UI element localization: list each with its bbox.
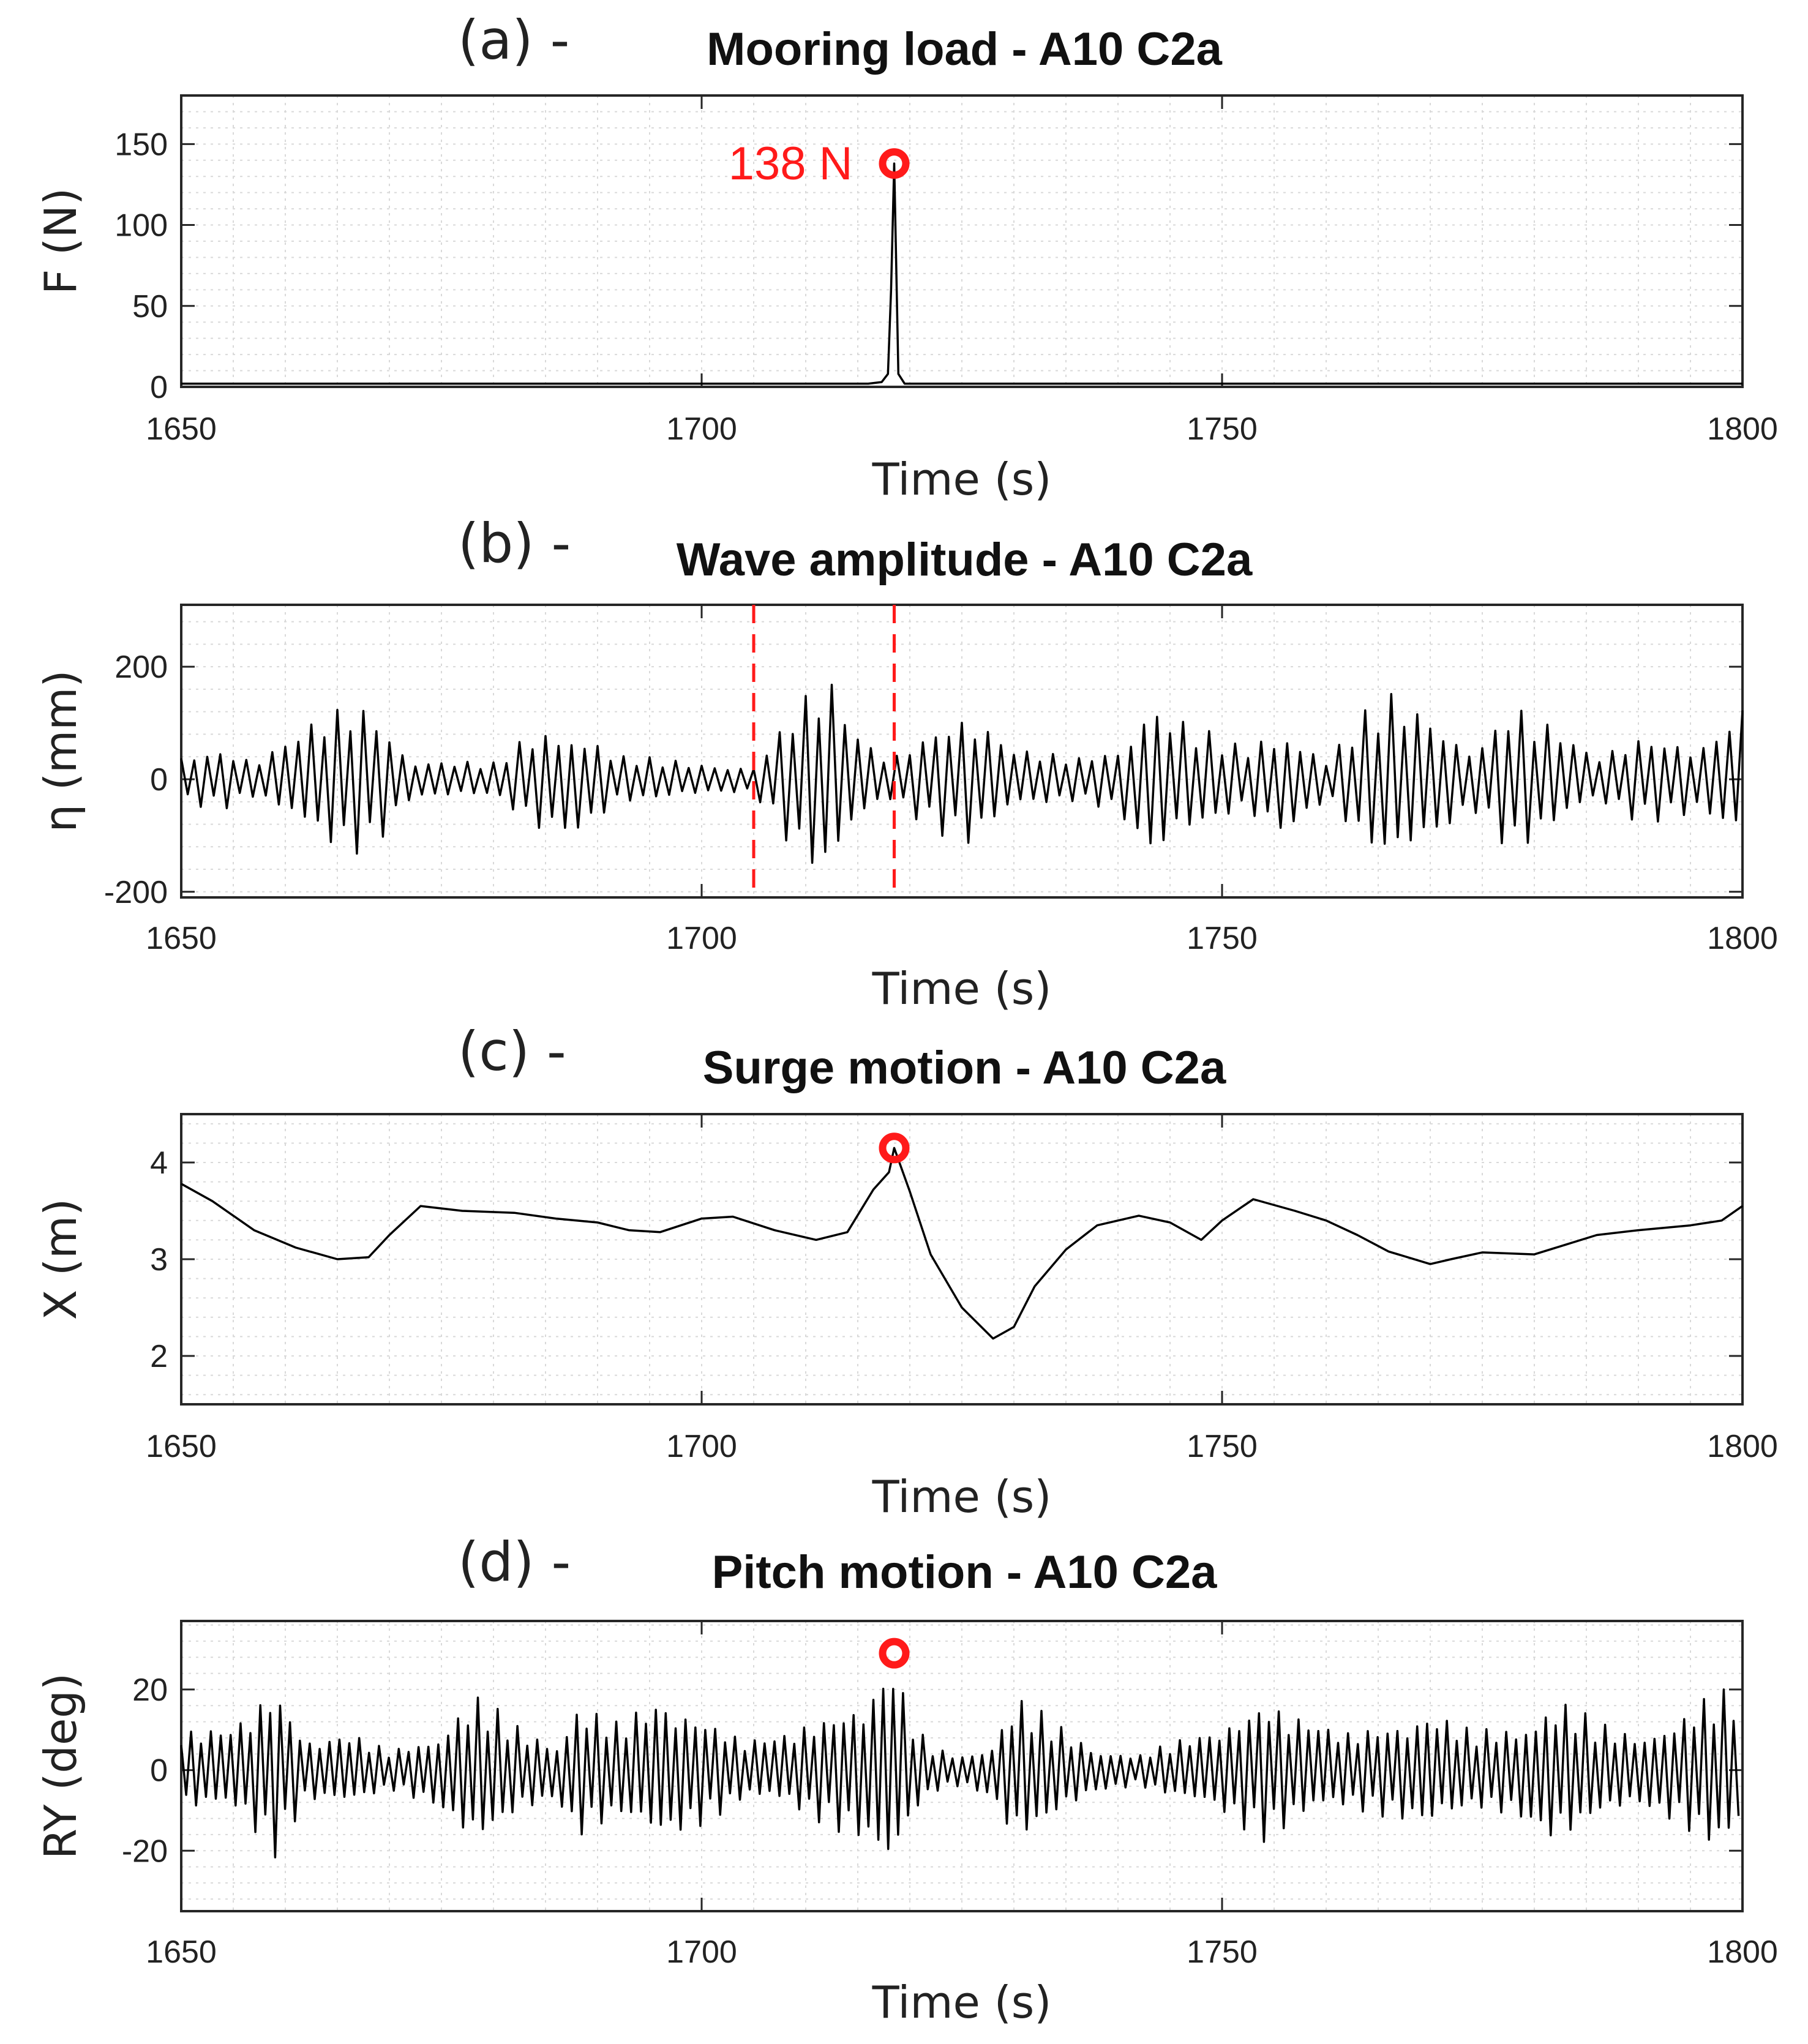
x-tick-label: 1750 (1187, 1429, 1258, 1464)
x-tick-label: 1650 (146, 411, 217, 447)
panel-label: (c) - (458, 1020, 566, 1083)
x-tick-label: 1800 (1707, 921, 1778, 956)
x-tick-label: 1800 (1707, 411, 1778, 447)
x-axis-label: Time (s) (872, 1471, 1052, 1522)
panel-label: (a) - (458, 9, 569, 72)
plot-frame (180, 94, 1744, 388)
grid (181, 95, 1743, 387)
panel-label: (d) - (458, 1530, 571, 1593)
peak-marker (879, 148, 910, 179)
grid (181, 605, 1743, 897)
series-line (181, 1147, 1744, 1340)
y-axis-label: RY (deg) (35, 1673, 86, 1859)
x-tick-label: 1700 (666, 1429, 737, 1464)
x-axis-label: Time (s) (872, 454, 1052, 505)
y-tick-label: 0 (150, 370, 168, 405)
y-tick-label: 3 (150, 1242, 168, 1278)
panel-d: 1650 1700 1750 1800 -20 0 20 (d) - Pitch motion … (35, 1530, 1778, 2028)
series-line (180, 1687, 1740, 1859)
series-line (180, 683, 1744, 864)
y-axis-label: F (N) (35, 188, 86, 294)
y-tick-label: 0 (150, 762, 168, 798)
x-tick-label: 1750 (1187, 1934, 1258, 1970)
x-axis-label: Time (s) (872, 963, 1052, 1014)
x-tick-label: 1750 (1187, 411, 1258, 447)
x-tick-label: 1650 (146, 1934, 217, 1970)
y-tick-label: 100 (114, 208, 168, 244)
panel-title: Mooring load - A10 C2a (707, 23, 1222, 75)
plot-frame (180, 1620, 1744, 1912)
y-tick-label: 2 (150, 1339, 168, 1374)
peak-marker (879, 1638, 910, 1669)
x-tick-label: 1650 (146, 921, 217, 956)
x-tick-label: 1700 (666, 921, 737, 956)
x-tick-label: 1750 (1187, 921, 1258, 956)
y-tick-label: 200 (114, 650, 168, 685)
peak-annotation: 138 N (729, 138, 853, 190)
y-tick-label: 4 (150, 1145, 168, 1181)
y-tick-label: -200 (104, 875, 168, 910)
panel-c: 1650 1700 1750 1800 2 3 4 (c) - Surge motion - A… (35, 1020, 1778, 1522)
series-line (181, 162, 1742, 385)
y-tick-label: 50 (132, 289, 168, 324)
x-tick-label: 1800 (1707, 1934, 1778, 1970)
x-axis-label: Time (s) (872, 1977, 1052, 2028)
x-tick-label: 1700 (666, 1934, 737, 1970)
y-tick-label: -20 (122, 1833, 168, 1869)
y-axis-label: η (mm) (35, 670, 86, 833)
y-tick-label: 150 (114, 127, 168, 162)
x-tick-label: 1800 (1707, 1429, 1778, 1464)
peak-marker (879, 1132, 910, 1164)
panel-b: 1650 1700 1750 1800 -200 0 200 (b) - Wave amplit… (35, 512, 1778, 1014)
y-tick-label: 0 (150, 1753, 168, 1789)
plot-frame (180, 604, 1744, 899)
panel-label: (b) - (458, 512, 571, 575)
x-tick-label: 1650 (146, 1429, 217, 1464)
panel-title: Wave amplitude - A10 C2a (677, 534, 1253, 586)
y-axis-label: X (m) (35, 1199, 86, 1320)
grid (181, 1114, 1743, 1404)
panel-title: Pitch motion - A10 C2a (712, 1546, 1218, 1598)
x-tick-label: 1700 (666, 411, 737, 447)
y-tick-label: 20 (132, 1672, 168, 1708)
panel-title: Surge motion - A10 C2a (703, 1042, 1226, 1094)
panel-a: 1650 1700 1750 1800 0 50 100 150 138 N (a) - Moori… (35, 9, 1778, 505)
